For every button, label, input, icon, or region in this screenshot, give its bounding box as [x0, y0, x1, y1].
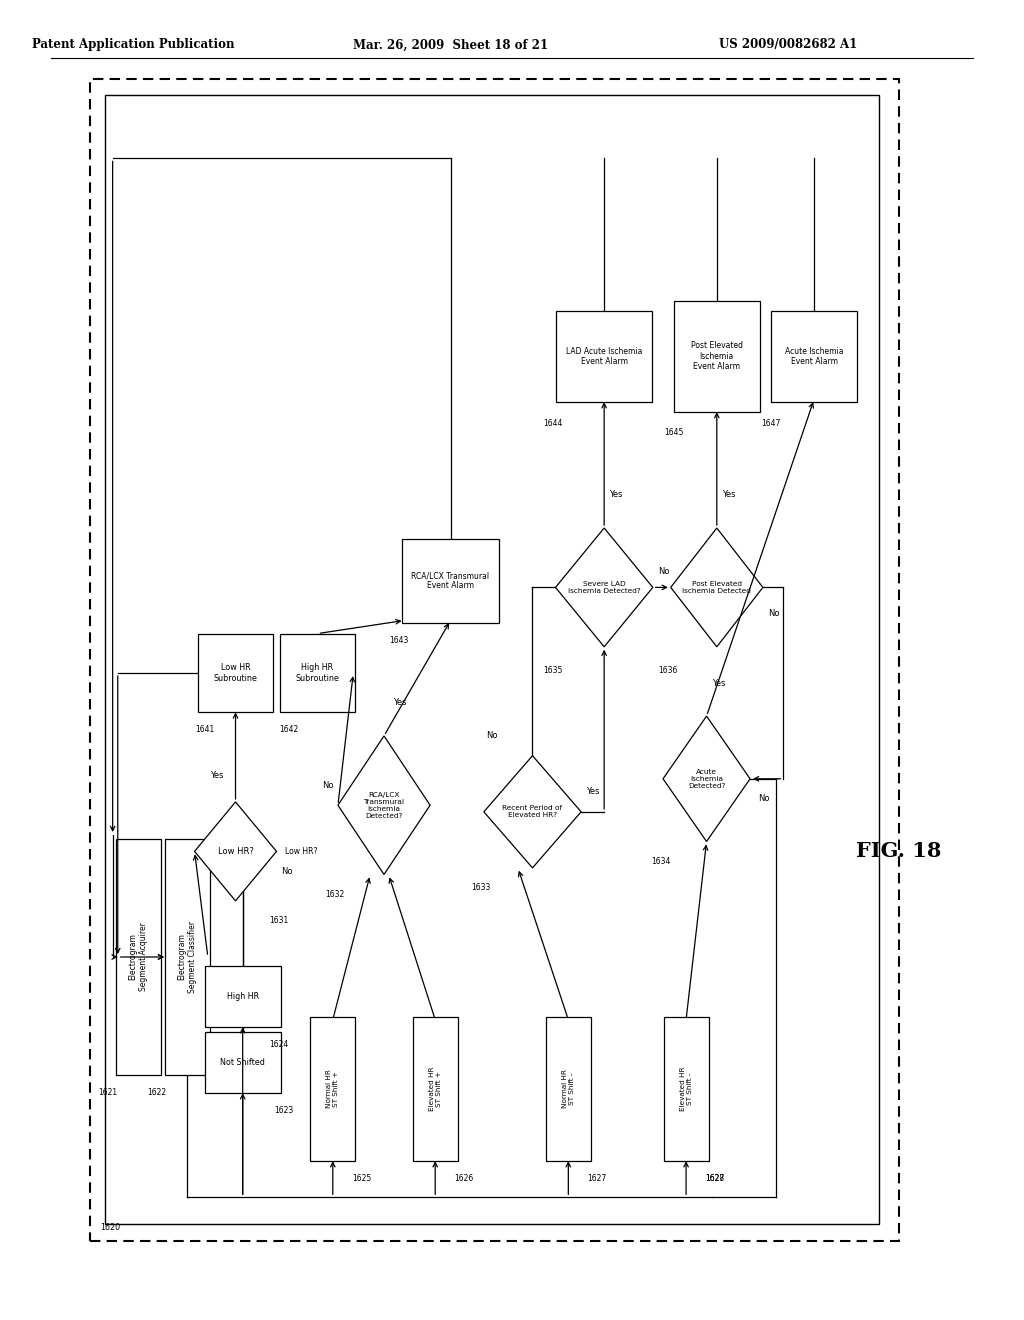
Text: 1643: 1643 [390, 636, 409, 644]
Text: 1623: 1623 [274, 1106, 293, 1114]
Polygon shape [338, 737, 430, 874]
Text: Yes: Yes [712, 678, 725, 688]
FancyBboxPatch shape [310, 1016, 355, 1162]
Text: Mar. 26, 2009  Sheet 18 of 21: Mar. 26, 2009 Sheet 18 of 21 [353, 38, 548, 51]
Text: No: No [281, 867, 293, 875]
FancyBboxPatch shape [205, 966, 281, 1027]
Text: Yes: Yes [586, 788, 600, 796]
FancyBboxPatch shape [546, 1016, 591, 1162]
FancyBboxPatch shape [280, 635, 355, 713]
Text: 1632: 1632 [326, 890, 344, 899]
FancyBboxPatch shape [402, 539, 499, 623]
Text: 1620: 1620 [100, 1224, 121, 1232]
Text: RCA/LCX
Transmural
Ischemia
Detected?: RCA/LCX Transmural Ischemia Detected? [364, 792, 404, 818]
Text: 1627: 1627 [706, 1173, 724, 1183]
Text: Normal HR
ST Shift -: Normal HR ST Shift - [562, 1069, 574, 1109]
Text: Yes: Yes [722, 491, 735, 499]
Text: Low HR?: Low HR? [285, 847, 317, 855]
Polygon shape [195, 803, 276, 900]
Text: Post Elevated
Ischemia
Event Alarm: Post Elevated Ischemia Event Alarm [691, 342, 742, 371]
Polygon shape [671, 528, 763, 647]
FancyBboxPatch shape [413, 1016, 458, 1162]
Text: 1644: 1644 [544, 418, 562, 428]
Text: Elevated HR
ST Shift +: Elevated HR ST Shift + [429, 1067, 441, 1111]
Text: No: No [485, 731, 498, 741]
Text: High HR: High HR [226, 993, 259, 1001]
Text: Low HR?: Low HR? [217, 847, 254, 855]
Polygon shape [484, 755, 582, 869]
Polygon shape [664, 715, 750, 842]
Text: No: No [768, 610, 779, 618]
Text: Severe LAD
Ischemia Detected?: Severe LAD Ischemia Detected? [567, 581, 641, 594]
Text: Electrogram
Segment Acquirer: Electrogram Segment Acquirer [129, 923, 147, 991]
FancyBboxPatch shape [556, 312, 652, 401]
Text: 1621: 1621 [98, 1088, 117, 1097]
FancyBboxPatch shape [674, 301, 760, 412]
Text: 1636: 1636 [658, 667, 677, 675]
Text: No: No [322, 781, 334, 789]
Text: Normal HR
ST Shift +: Normal HR ST Shift + [327, 1069, 339, 1109]
Text: Low HR
Subroutine: Low HR Subroutine [214, 664, 257, 682]
Text: Patent Application Publication: Patent Application Publication [32, 38, 234, 51]
Text: Recent Period of
Elevated HR?: Recent Period of Elevated HR? [503, 805, 562, 818]
Text: 1627: 1627 [588, 1173, 606, 1183]
Text: 1628: 1628 [706, 1173, 724, 1183]
FancyBboxPatch shape [198, 635, 273, 713]
Text: FIG. 18: FIG. 18 [856, 841, 942, 862]
Text: LAD Acute Ischemia
Event Alarm: LAD Acute Ischemia Event Alarm [566, 347, 642, 366]
Text: 1625: 1625 [352, 1173, 371, 1183]
Text: Acute
Ischemia
Detected?: Acute Ischemia Detected? [688, 768, 725, 789]
Text: Yes: Yes [210, 771, 224, 780]
Text: Post Elevated
Ischemia Detected: Post Elevated Ischemia Detected [682, 581, 752, 594]
Text: No: No [758, 795, 770, 803]
Text: 1641: 1641 [196, 725, 214, 734]
Text: US 2009/0082682 A1: US 2009/0082682 A1 [719, 38, 858, 51]
Text: 1622: 1622 [147, 1088, 166, 1097]
Text: 1631: 1631 [269, 916, 288, 925]
FancyBboxPatch shape [165, 840, 210, 1074]
Text: RCA/LCX Transmural
Event Alarm: RCA/LCX Transmural Event Alarm [412, 572, 489, 590]
Text: Acute Ischemia
Event Alarm: Acute Ischemia Event Alarm [784, 347, 844, 366]
FancyBboxPatch shape [116, 840, 161, 1074]
Text: 1635: 1635 [544, 667, 562, 675]
Text: 1633: 1633 [472, 883, 490, 892]
Text: No: No [657, 568, 670, 576]
Text: Yes: Yes [392, 698, 407, 708]
FancyBboxPatch shape [771, 312, 857, 401]
Text: 1642: 1642 [280, 725, 298, 734]
FancyBboxPatch shape [205, 1032, 281, 1093]
Text: Elevated HR
ST Shift -: Elevated HR ST Shift - [680, 1067, 692, 1111]
Text: Yes: Yes [609, 491, 623, 499]
Polygon shape [555, 528, 653, 647]
Text: 1624: 1624 [269, 1040, 288, 1048]
Text: High HR
Subroutine: High HR Subroutine [296, 664, 339, 682]
Text: 1626: 1626 [455, 1173, 473, 1183]
FancyBboxPatch shape [664, 1016, 709, 1162]
Text: Electrogram
Segment Classifier: Electrogram Segment Classifier [178, 921, 197, 993]
Text: 1647: 1647 [762, 418, 780, 428]
Text: Not Shifted: Not Shifted [220, 1059, 265, 1067]
Text: 1645: 1645 [665, 429, 683, 437]
Text: 1634: 1634 [651, 857, 670, 866]
